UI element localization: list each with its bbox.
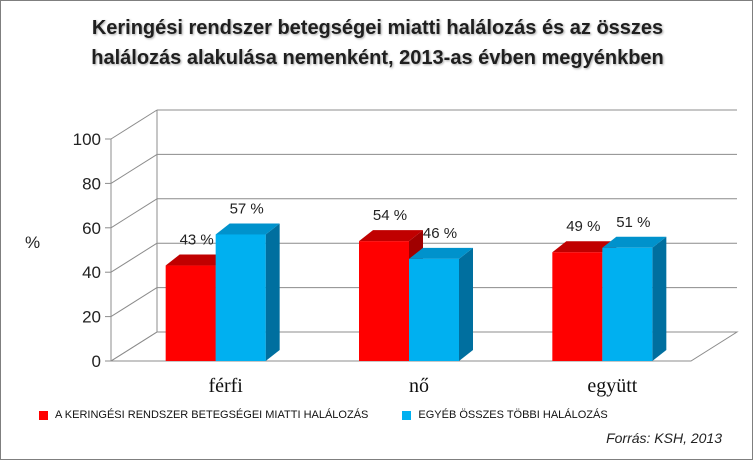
gridline-diagonal [110,242,158,273]
bar-series-1-együtt [552,252,603,361]
y-tick-label: 40 [82,263,101,282]
data-label-series-1-2: 54 % [373,207,407,224]
data-label-series-1-1: 43 % [180,232,214,249]
source-note: Forrás: KSH, 2013 [606,430,722,446]
gridline-diagonal [110,198,158,229]
gridline-diagonal [110,287,158,318]
gridline-diagonal [110,331,158,362]
bar-side-2-2 [459,247,473,361]
gridline-diagonal [110,109,158,140]
chart-title-line-2: halálozás alakulása nemenként, 2013-as é… [91,47,664,69]
bar-series-2-férfi [215,234,266,361]
y-axis-ticks: 0 20 40 60 80 100 [73,130,101,371]
bar-series-1-férfi [165,265,216,361]
bar-top-1-2 [359,230,423,242]
data-label-series-2-2: 46 % [423,225,457,242]
category-label-2: nő [409,375,429,397]
legend: A KERINGÉSI RENDSZER BETEGSÉGEI MIATTI H… [39,405,642,425]
chart-title-line-1: Keringési rendszer betegségei miatti hal… [91,17,664,39]
bar-top-2-3 [602,236,667,248]
legend-label-series-1: A KERINGÉSI RENDSZER BETEGSÉGEI MIATTI H… [55,409,369,421]
bar-series-1-nő [359,241,409,361]
bar-top-1-3 [552,241,617,253]
bar-side-2-1 [265,223,280,361]
y-tick-label: 60 [82,219,101,238]
bar-series-2-nő [409,258,459,361]
legend-item-series-2: EGYÉB ÖSSZES TÖBBI HALÁLOZÁS [402,409,608,421]
y-tick-label: 80 [82,174,101,193]
legend-swatch-series-1 [39,410,48,420]
bar-top-1-1 [165,254,230,266]
bar-side-2-3 [652,236,667,361]
legend-label-series-2: EGYÉB ÖSSZES TÖBBI HALÁLOZÁS [418,409,608,421]
bar-series-2-együtt [602,247,653,361]
bar-top-2-1 [215,223,280,235]
y-tick-label: 100 [73,130,101,149]
data-label-series-2-1: 57 % [230,200,264,217]
legend-item-series-1: A KERINGÉSI RENDSZER BETEGSÉGEI MIATTI H… [39,409,368,421]
data-labels: 43 % 57 % 54 % 46 % 49 % 51 % [180,200,651,248]
bars [165,223,667,361]
data-label-series-1-3: 49 % [566,218,600,235]
x-axis-categories: férfi nő együtt [208,375,637,397]
y-tick-label: 20 [82,308,101,327]
category-label-1: férfi [208,375,243,397]
legend-swatch-series-2 [402,410,412,420]
y-axis-label: % [25,233,40,252]
category-label-3: együtt [587,375,637,397]
y-tick-label: 0 [92,352,101,371]
gridline-diagonal [110,153,158,184]
data-label-series-2-3: 51 % [616,214,650,231]
bar-top-2-2 [409,247,473,259]
chart-title: Keringési rendszer betegségei miatti hal… [1,13,753,73]
